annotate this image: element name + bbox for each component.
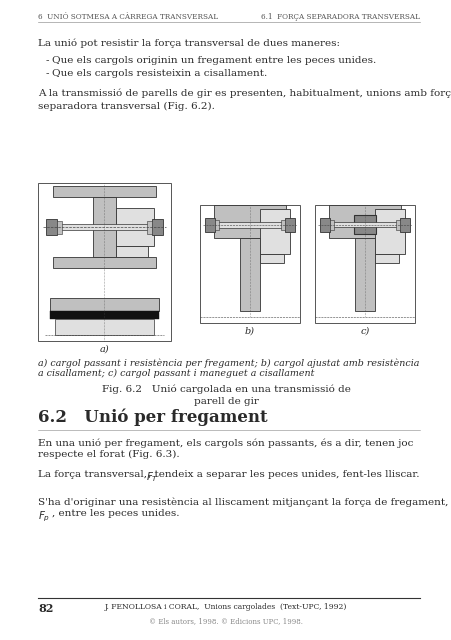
Bar [152, 220, 163, 235]
Bar [314, 205, 414, 323]
Text: $F_p$: $F_p$ [38, 509, 50, 524]
Bar [56, 224, 152, 230]
Bar [399, 218, 409, 232]
Bar [374, 254, 398, 264]
Bar [259, 254, 283, 264]
Text: Fig. 6.2   Unió cargolada en una transmissió de: Fig. 6.2 Unió cargolada en una transmiss… [101, 384, 350, 394]
Bar [50, 298, 159, 311]
Text: A la transmissió de parells de gir es presenten, habitualment, unions amb força: A la transmissió de parells de gir es pr… [38, 89, 451, 98]
Text: © Els autors, 1998. © Edicions UPC, 1998.: © Els autors, 1998. © Edicions UPC, 1998… [149, 617, 302, 625]
Text: , entre les peces unides.: , entre les peces unides. [52, 509, 179, 518]
Bar [329, 223, 399, 227]
Bar [116, 246, 148, 257]
Text: S'ha d'originar una resistència al lliscament mitjançant la força de fregament,: S'ha d'originar una resistència al llisc… [38, 498, 447, 508]
Bar [116, 208, 153, 246]
Bar [52, 257, 156, 268]
Text: La força transversal,: La força transversal, [38, 470, 150, 479]
Text: c): c) [359, 327, 369, 336]
Bar [281, 220, 285, 230]
Text: b): b) [244, 327, 254, 336]
Bar [285, 218, 295, 232]
Bar [56, 221, 62, 234]
Bar [92, 197, 116, 257]
Text: -: - [46, 56, 50, 65]
Text: Que els cargols originin un fregament entre les peces unides.: Que els cargols originin un fregament en… [52, 56, 375, 65]
Bar [213, 205, 285, 238]
Bar [50, 311, 159, 319]
Bar [215, 220, 219, 230]
Bar [374, 209, 404, 254]
Bar [319, 218, 329, 232]
Bar [239, 238, 259, 311]
Bar [328, 205, 400, 238]
Text: En una unió per fregament, els cargols són passants, és a dir, tenen joc: En una unió per fregament, els cargols s… [38, 438, 413, 447]
Bar [329, 220, 333, 230]
Bar [259, 209, 290, 254]
Text: a): a) [99, 345, 109, 354]
Bar [395, 220, 399, 230]
Text: 6.1  FORÇA SEPARADORA TRANSVERSAL: 6.1 FORÇA SEPARADORA TRANSVERSAL [260, 13, 419, 21]
Text: 82: 82 [38, 603, 53, 614]
Bar [199, 205, 299, 323]
Text: separadora transversal (Fig. 6.2).: separadora transversal (Fig. 6.2). [38, 102, 214, 111]
Text: J. FENOLLOSA i CORAL,  Unions cargolades  (Text-UPC, 1992): J. FENOLLOSA i CORAL, Unions cargolades … [105, 603, 346, 611]
Bar [353, 216, 375, 234]
Bar [52, 186, 156, 197]
Text: 6  UNIÓ SOTMESA A CÀRREGA TRANSVERSAL: 6 UNIÓ SOTMESA A CÀRREGA TRANSVERSAL [38, 13, 218, 21]
Text: , tendeix a separar les peces unides, fent-les lliscar.: , tendeix a separar les peces unides, fe… [147, 470, 419, 479]
Text: a cisallament; c) cargol passant i maneguet a cisallament: a cisallament; c) cargol passant i maneg… [38, 369, 314, 378]
Bar [46, 220, 56, 235]
Text: -: - [46, 69, 50, 78]
Text: $F_T$: $F_T$ [146, 470, 158, 484]
Bar [215, 222, 285, 228]
Text: a) cargol passant i resistència per fregament; b) cargol ajustat amb resistència: a) cargol passant i resistència per freg… [38, 358, 419, 367]
Text: respecte el forat (Fig. 6.3).: respecte el forat (Fig. 6.3). [38, 449, 179, 459]
Bar [205, 218, 215, 232]
Bar [354, 238, 374, 311]
Bar [55, 319, 153, 335]
Text: parell de gir: parell de gir [193, 397, 258, 406]
Text: 6.2   Unió per fregament: 6.2 Unió per fregament [38, 408, 267, 426]
Bar [147, 221, 152, 234]
Text: Que els cargols resisteixin a cisallament.: Que els cargols resisteixin a cisallamen… [52, 69, 267, 78]
Bar [38, 183, 170, 341]
Text: La unió pot resistir la força transversal de dues maneres:: La unió pot resistir la força transversa… [38, 38, 339, 47]
